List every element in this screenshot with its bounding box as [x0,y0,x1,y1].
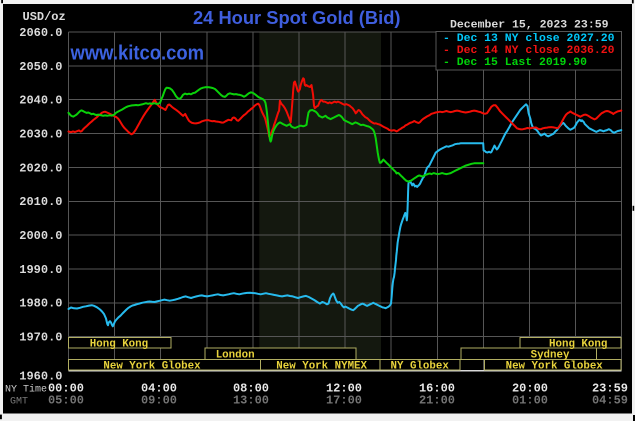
svg-text:2040.0: 2040.0 [19,94,62,108]
svg-text:- Dec 13 NY close 2027.20: - Dec 13 NY close 2027.20 [443,33,615,45]
svg-text:1980.0: 1980.0 [19,297,62,311]
svg-text:23:59: 23:59 [592,382,628,396]
svg-text:01:00: 01:00 [512,394,548,408]
svg-text:24 Hour Spot Gold (Bid): 24 Hour Spot Gold (Bid) [193,7,401,28]
svg-text:2050.0: 2050.0 [19,60,62,74]
svg-text:Hong Kong: Hong Kong [549,338,607,350]
svg-text:Sydney: Sydney [531,349,570,361]
svg-text:2010.0: 2010.0 [19,195,62,209]
svg-text:New York Globex: New York Globex [506,360,604,372]
svg-text:Hong Kong: Hong Kong [90,338,148,350]
svg-text:NY Globex: NY Globex [391,360,450,372]
svg-text:17:00: 17:00 [326,394,362,408]
svg-text:09:00: 09:00 [141,394,177,408]
svg-text:1990.0: 1990.0 [19,263,62,277]
svg-text:2060.0: 2060.0 [19,26,62,40]
svg-text:08:00: 08:00 [233,382,269,396]
svg-text:2000.0: 2000.0 [19,229,62,243]
svg-text:NY Time: NY Time [5,384,47,396]
svg-text:21:00: 21:00 [419,394,455,408]
svg-text:GMT: GMT [10,397,28,408]
svg-text:16:00: 16:00 [419,382,455,396]
svg-text:1960.0: 1960.0 [19,370,62,384]
svg-text:05:00: 05:00 [48,394,84,408]
svg-text:13:00: 13:00 [233,394,269,408]
svg-text:London: London [216,349,255,361]
svg-text:12:00: 12:00 [326,382,362,396]
svg-text:1970.0: 1970.0 [19,331,62,345]
svg-text:USD/oz: USD/oz [23,10,66,24]
svg-text:2030.0: 2030.0 [19,128,62,142]
svg-text:04:00: 04:00 [141,382,177,396]
svg-text:December 15, 2023 23:59: December 15, 2023 23:59 [450,19,609,31]
svg-text:New York Globex: New York Globex [103,360,201,372]
svg-text:www.kitco.com: www.kitco.com [70,43,204,65]
svg-text:2020.0: 2020.0 [19,161,62,175]
svg-text:20:00: 20:00 [512,382,548,396]
svg-text:- Dec 14 NY close 2036.20: - Dec 14 NY close 2036.20 [443,45,615,57]
svg-text:New York NYMEX: New York NYMEX [276,360,367,372]
svg-text:04:59: 04:59 [592,394,628,408]
svg-text:- Dec 15 Last 2019.90: - Dec 15 Last 2019.90 [443,57,587,69]
svg-text:00:00: 00:00 [48,382,84,396]
